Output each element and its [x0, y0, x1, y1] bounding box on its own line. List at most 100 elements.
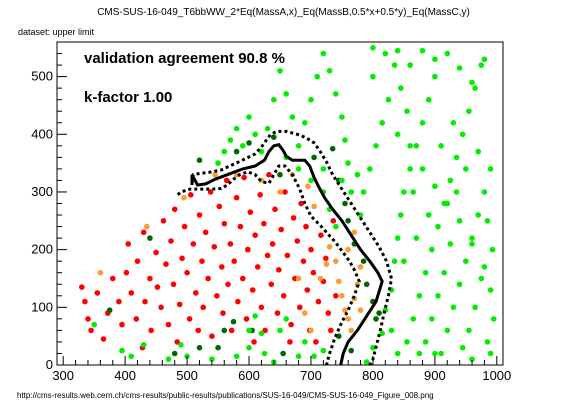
red-point: [303, 223, 309, 230]
y-tick-label: 500: [31, 69, 53, 84]
green-point: [295, 143, 302, 149]
red-point: [223, 177, 230, 184]
x-tick-label: 700: [300, 368, 322, 383]
orange-point: [317, 275, 324, 282]
red-point: [163, 261, 169, 267]
green-point: [388, 327, 395, 334]
orange-point: [305, 183, 311, 189]
red-point: [257, 192, 264, 198]
darkgreen-point: [171, 350, 178, 357]
green-point: [435, 293, 441, 299]
green-point: [438, 143, 444, 149]
red-point: [276, 267, 282, 273]
green-point: [246, 327, 252, 334]
source-url: http://cms-results.web.cern.ch/cms-resul…: [17, 391, 434, 400]
red-point: [219, 264, 225, 270]
green-point: [320, 166, 327, 172]
red-point: [88, 327, 94, 334]
darkgreen-point: [221, 327, 228, 334]
darkgreen-point: [277, 171, 283, 178]
y-tick-label: 100: [31, 299, 53, 314]
red-point: [278, 226, 285, 233]
red-point: [290, 215, 297, 221]
red-point: [282, 189, 288, 195]
orange-point: [295, 275, 302, 282]
x-tick-label: 400: [114, 368, 136, 383]
green-point: [382, 50, 389, 57]
red-point: [330, 218, 337, 224]
green-point: [370, 45, 376, 51]
green-point: [140, 342, 147, 348]
green-point: [487, 287, 494, 293]
red-point: [328, 327, 334, 334]
green-point: [215, 160, 221, 166]
kfactor-annotation: k-factor 1.00: [84, 89, 172, 106]
green-point: [459, 344, 466, 351]
green-point: [348, 189, 355, 195]
lower-limit-line: [176, 164, 361, 366]
orange-point: [336, 278, 342, 285]
green-point: [379, 330, 386, 337]
green-point: [295, 166, 302, 172]
green-point: [373, 143, 379, 149]
darkgreen-point: [215, 344, 221, 351]
red-point: [313, 339, 319, 345]
green-point: [240, 143, 246, 149]
red-point: [284, 252, 291, 259]
red-point: [266, 171, 272, 178]
darkgreen-point: [280, 350, 286, 357]
red-point: [280, 293, 287, 299]
green-point: [326, 68, 333, 74]
green-point: [404, 339, 410, 345]
red-point: [247, 209, 254, 215]
darkgreen-point: [363, 281, 370, 288]
axes-layer: 300 400 500 600 700 800 900 1000 0 100 200 300 400 50…: [31, 53, 511, 383]
green-point: [227, 137, 234, 143]
green-point: [314, 73, 321, 80]
green-point: [456, 218, 463, 224]
red-point: [269, 241, 276, 247]
green-point: [165, 356, 172, 363]
green-point: [487, 166, 494, 172]
darkgreen-point: [233, 148, 240, 155]
green-point: [370, 73, 376, 80]
green-point: [459, 131, 466, 138]
green-point: [447, 241, 454, 247]
red-point: [228, 327, 235, 334]
green-point: [444, 50, 451, 57]
red-point: [147, 275, 153, 282]
darkgreen-point: [230, 318, 237, 325]
green-point: [398, 85, 404, 91]
x-tick-label: 500: [176, 368, 198, 383]
green-point: [277, 327, 283, 334]
green-point: [283, 316, 290, 322]
green-point: [379, 120, 386, 126]
green-point: [419, 47, 426, 54]
green-point: [456, 281, 463, 288]
red-point: [288, 321, 294, 328]
red-point: [261, 220, 267, 227]
green-point: [432, 73, 438, 80]
darkgreen-point: [342, 200, 348, 207]
green-point: [413, 143, 420, 149]
green-point: [221, 148, 228, 155]
orange-point: [311, 203, 317, 210]
red-point: [186, 316, 193, 322]
red-point: [264, 252, 271, 259]
red-point: [251, 339, 257, 345]
y-tick-label: 300: [31, 184, 53, 199]
green-point: [419, 120, 426, 126]
orange-point: [326, 244, 333, 250]
red-point: [235, 298, 241, 305]
green-point: [429, 316, 435, 322]
green-point: [283, 91, 290, 97]
green-point: [277, 68, 283, 74]
red-point: [245, 246, 251, 253]
darkgreen-point: [348, 347, 355, 354]
orange-point: [302, 310, 308, 316]
validation-annotation: validation agreement 90.8 %: [84, 50, 285, 67]
red-point: [154, 284, 161, 290]
green-point: [391, 258, 398, 265]
darkgreen-point: [196, 157, 203, 163]
green-point: [246, 344, 252, 351]
